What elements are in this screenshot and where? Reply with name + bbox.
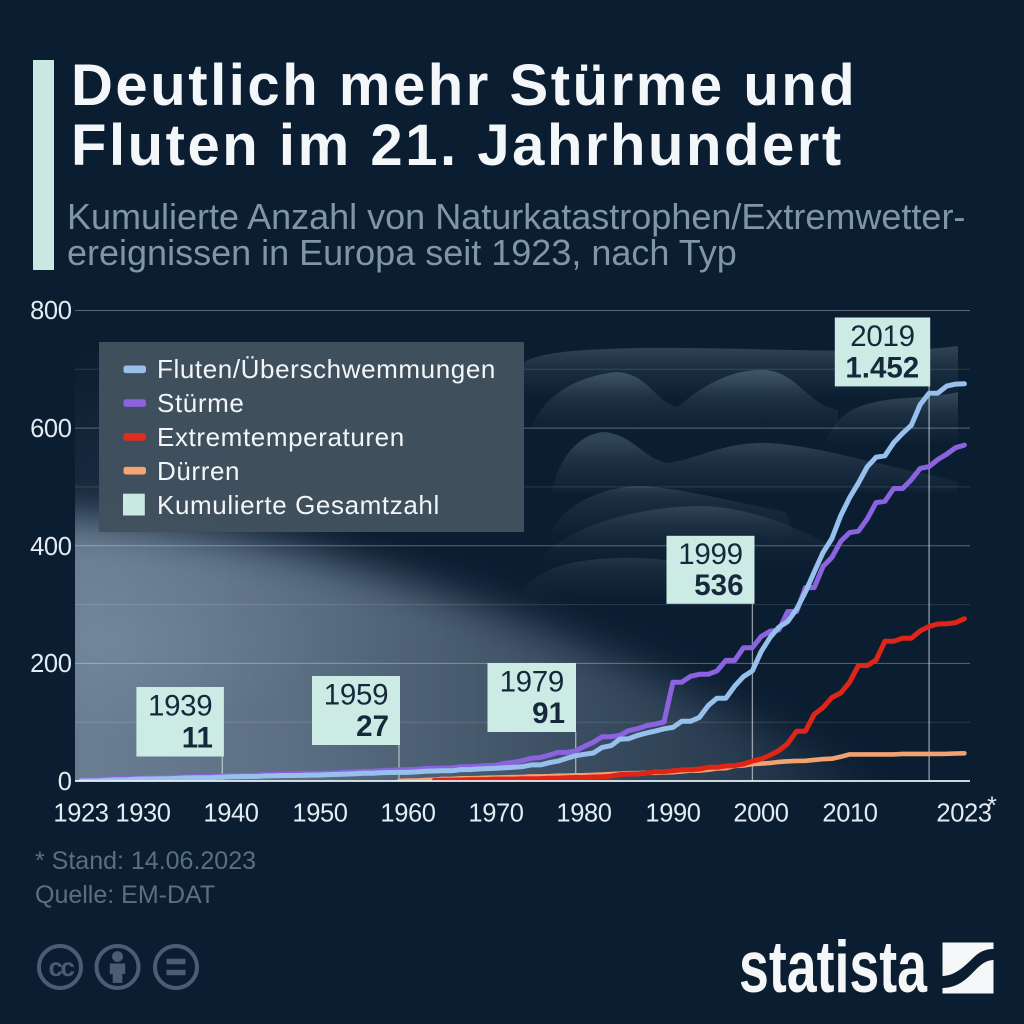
svg-text:1999: 1999 [678,538,742,571]
svg-text:Kumulierte Gesamtzahl: Kumulierte Gesamtzahl [157,490,440,520]
svg-text:200: 200 [30,650,72,678]
svg-text:1990: 1990 [645,800,700,828]
svg-text:800: 800 [30,297,72,325]
svg-text:27: 27 [356,710,389,743]
svg-text:Stürme: Stürme [157,388,244,418]
svg-text:cc: cc [49,952,75,982]
svg-text:1930: 1930 [115,800,170,828]
svg-text:1970: 1970 [468,800,523,828]
svg-text:536: 536 [694,569,743,602]
svg-text:*: * [987,792,997,820]
svg-text:Fluten/Überschwemmungen: Fluten/Überschwemmungen [157,354,496,384]
svg-text:1980: 1980 [556,800,611,828]
svg-text:2019: 2019 [850,320,914,353]
svg-text:Extremtemperaturen: Extremtemperaturen [157,422,405,452]
svg-text:1939: 1939 [148,690,212,723]
svg-text:1923: 1923 [53,800,108,828]
svg-text:1979: 1979 [500,666,564,699]
svg-text:400: 400 [30,533,72,561]
svg-text:1940: 1940 [203,800,258,828]
svg-text:1959: 1959 [324,679,388,712]
svg-text:1.452: 1.452 [845,352,919,385]
svg-text:2010: 2010 [822,800,877,828]
svg-text:11: 11 [182,722,213,755]
svg-text:1960: 1960 [380,800,435,828]
svg-text:statista: statista [739,927,928,1008]
svg-text:2000: 2000 [733,800,788,828]
svg-text:1950: 1950 [292,800,347,828]
svg-text:91: 91 [532,697,565,730]
svg-text:2023: 2023 [936,800,991,828]
svg-text:600: 600 [30,415,72,443]
svg-text:Dürren: Dürren [157,456,240,486]
svg-text:0: 0 [58,768,72,796]
